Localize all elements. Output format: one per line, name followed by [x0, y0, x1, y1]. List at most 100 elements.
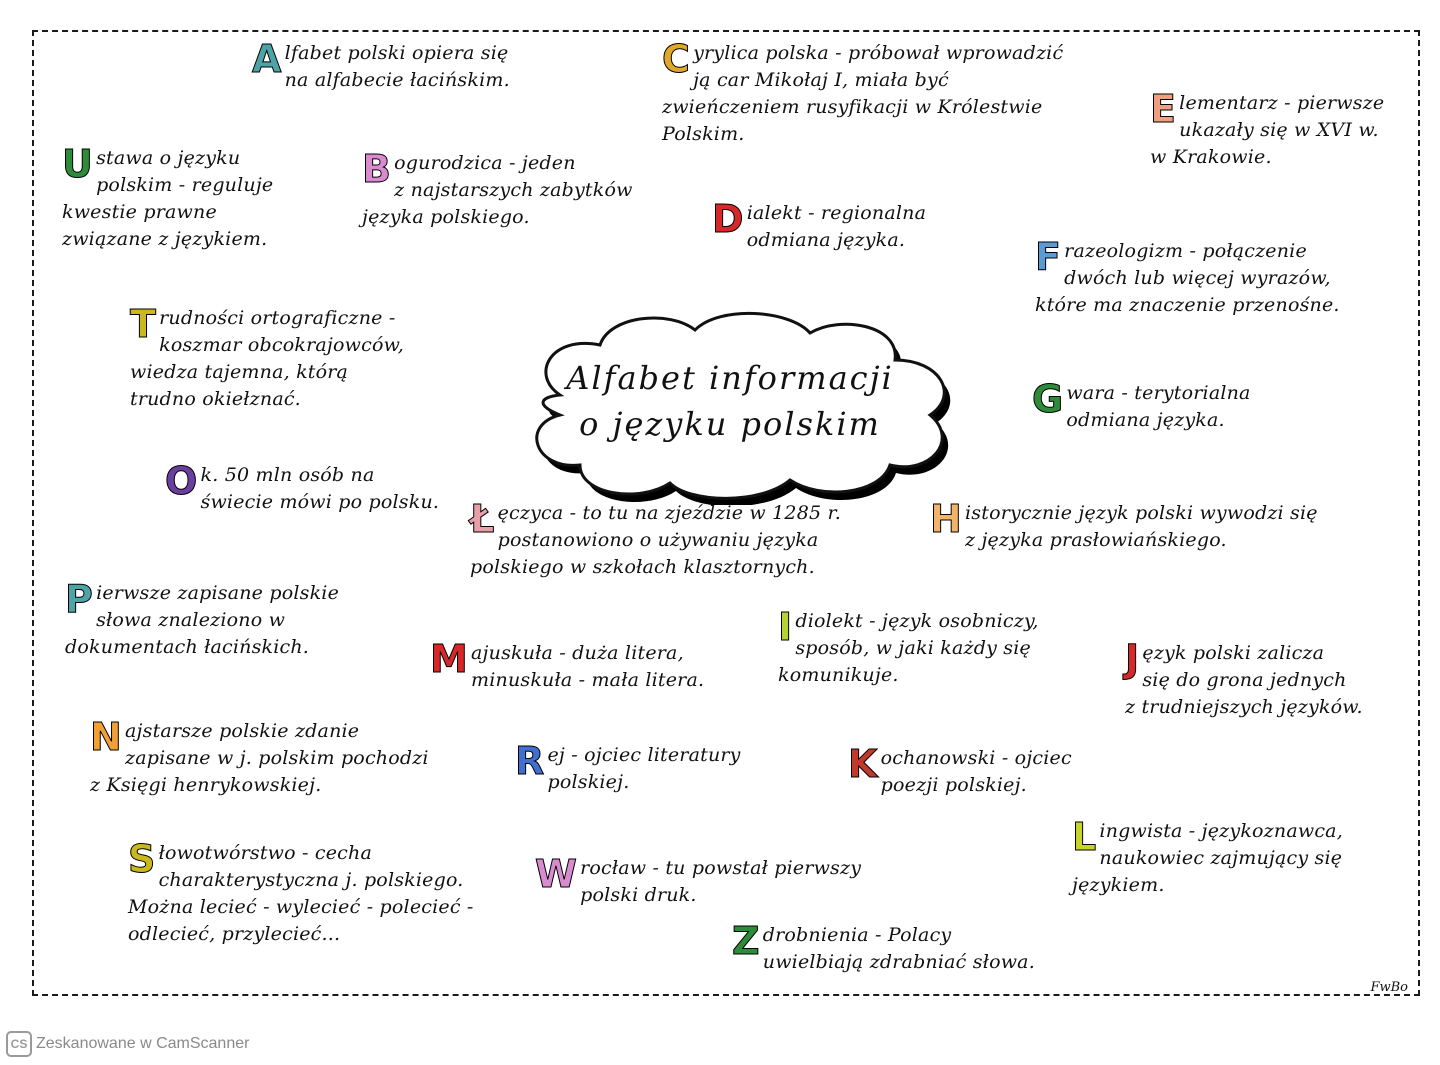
entry-f: F razeologizm - połączenie dwóch lub wię… [1034, 235, 1415, 319]
letter-p: P [64, 577, 94, 621]
entry-m: M ajuskuła - duża litera, minuskuła - ma… [429, 640, 750, 694]
entry-c: C yrylica polska - próbował wprowadzić j… [661, 37, 1142, 148]
entry-p: P ierwsze zapisane polskie słowa znalezi… [64, 577, 395, 661]
entry-c-line-4: Polskim. [662, 123, 745, 145]
entry-l-stroke: Ł ęczyca - to tu na zjeździe w 1285 r. p… [470, 500, 910, 581]
entry-o: O k. 50 mln osób na świecie mówi po pols… [165, 462, 455, 516]
entry-t: T rudności ortograficzne - koszmar obcok… [129, 302, 460, 413]
entry-l-line-3: językiem. [1072, 874, 1165, 896]
entry-z: Z drobnienia - Polacy uwielbiają zdrabni… [732, 922, 1092, 976]
entry-t-line-4: trudno okiełznać. [130, 388, 301, 410]
letter-r: R [514, 739, 545, 783]
letter-k: K [848, 742, 878, 786]
entry-i: I diolekt - język osobniczy, sposób, w j… [777, 605, 1098, 689]
title-line-2: o języku polskim [579, 405, 881, 443]
entry-n-line-1: ajstarsze polskie zdanie [125, 720, 360, 742]
letter-f: F [1034, 235, 1062, 279]
entry-e-line-2: ukazały się w XVI w. [1179, 119, 1379, 141]
entry-p-line-2: słowa znaleziono w [96, 609, 286, 631]
letter-l: L [1071, 815, 1097, 859]
entry-o-line-2: świecie mówi po polsku. [200, 491, 440, 513]
entry-d-line-1: ialekt - regionalna [746, 202, 927, 224]
entry-u-line-2: polskim - reguluje [96, 174, 274, 196]
entry-l-line-2: naukowiec zajmujący się [1099, 847, 1343, 869]
entry-r: R ej - ojciec literatury polskiej. [514, 739, 815, 796]
letter-w: W [534, 852, 578, 896]
entry-k: K ochanowski - ojciec poezji polskiej. [848, 745, 1128, 799]
entry-m-line-1: ajuskuła - duża litera, [471, 642, 684, 664]
entry-e-line-3: w Krakowie. [1150, 146, 1272, 168]
entry-c-line-3: zwieńczeniem rusyfikacji w Królestwie [662, 96, 1043, 118]
entry-i-line-2: sposób, w jaki każdy się [795, 637, 1031, 659]
entry-l-line-1: ingwista - językoznawca, [1099, 820, 1343, 842]
entry-j: J ęzyk polski zalicza się do grona jedny… [1124, 637, 1410, 721]
entry-b-line-3: języka polskiego. [362, 206, 530, 228]
entry-i-line-1: diolekt - język osobniczy, [795, 610, 1039, 632]
letter-h: H [929, 497, 963, 541]
title-line-1: Alfabet informacji [566, 359, 894, 397]
entry-u-line-1: stawa o języku [96, 147, 241, 169]
title-cloud: Alfabet informacji o języku polskim [490, 305, 970, 505]
letter-i: I [777, 605, 793, 649]
letter-b: B [361, 147, 392, 191]
entry-u-line-4: związane z językiem. [62, 228, 268, 250]
letter-g: G [1031, 377, 1064, 421]
entry-l: L ingwista - językoznawca, naukowiec zaj… [1071, 815, 1402, 899]
entry-s-line-4: odlecieć, przylecieć... [128, 923, 341, 945]
entry-t-line-1: rudności ortograficzne - [159, 307, 396, 329]
cloud-shape [535, 312, 951, 505]
entry-g: G wara - terytorialna odmiana języka. [1031, 377, 1362, 434]
entry-n-line-2: zapisane w j. polskim pochodzi [125, 747, 429, 769]
entry-u: U stawa o języku polskim - reguluje kwes… [61, 145, 322, 253]
page-title: Alfabet informacji o języku polskim [530, 355, 930, 447]
entry-z-line-2: uwielbiają zdrabniać słowa. [762, 951, 1035, 973]
letter-t: T [129, 302, 157, 346]
dashed-page-border [32, 30, 1420, 996]
entry-c-line-2: ją car Mikołaj I, miała być [693, 69, 949, 91]
entry-d-line-2: odmiana języka. [746, 229, 906, 251]
entry-r-line-2: polskiej. [547, 771, 630, 793]
letter-a: A [252, 37, 282, 81]
entry-s: S łowotwórstwo - cecha charakterystyczna… [128, 840, 508, 948]
entry-t-line-3: wiedza tajemna, którą [130, 361, 349, 383]
entry-w-line-1: rocław - tu powstał pierwszy [580, 857, 862, 879]
letter-c: C [661, 37, 691, 81]
entry-s-line-1: łowotwórstwo - cecha [158, 842, 372, 864]
entry-b-line-1: ogurodzica - jeden [394, 152, 576, 174]
entry-p-line-3: dokumentach łacińskich. [65, 636, 310, 658]
letter-l-stroke: Ł [470, 497, 495, 541]
entry-f-line-2: dwóch lub więcej wyrazów, [1064, 267, 1331, 289]
entry-s-line-2: charakterystyczna j. polskiego. [158, 869, 464, 891]
entry-a: A lfabet polski opiera się na alfabecie … [252, 40, 612, 94]
entry-t-line-2: koszmar obcokrajowców, [159, 334, 405, 356]
entry-p-line-1: ierwsze zapisane polskie [96, 582, 340, 604]
letter-e: E [1149, 87, 1177, 131]
entry-b: B ogurodzica - jeden z najstarszych zaby… [361, 147, 642, 231]
entry-g-line-1: wara - terytorialna [1066, 382, 1251, 404]
letter-j: J [1124, 637, 1140, 681]
entry-e-line-1: lementarz - pierwsze [1179, 92, 1385, 114]
entry-h-line-2: z języka prasłowiańskiego. [965, 529, 1227, 551]
entry-j-line-1: ęzyk polski zalicza [1142, 642, 1325, 664]
entry-d: D ialekt - regionalna odmiana języka. [712, 200, 1002, 254]
entry-o-line-1: k. 50 mln osób na [200, 464, 375, 486]
entry-h-line-1: istorycznie język polski wywodzi się [965, 502, 1318, 524]
entry-u-line-3: kwestie prawne [62, 201, 217, 223]
entry-j-line-3: z trudniejszych języków. [1125, 696, 1363, 718]
scanner-text: Zeskanowane w CamScanner [36, 1035, 250, 1052]
entry-m-line-2: minuskuła - mała litera. [471, 669, 705, 691]
entry-i-line-3: komunikuje. [778, 664, 899, 686]
letter-s: S [128, 837, 156, 881]
entry-s-line-3: Można lecieć - wylecieć - polecieć - [128, 896, 474, 918]
letter-o: O [165, 459, 198, 503]
entry-z-line-1: drobnienia - Polacy [762, 924, 952, 946]
entry-j-line-2: się do grona jednych [1142, 669, 1347, 691]
letter-z: Z [732, 919, 761, 963]
entry-e: E lementarz - pierwsze ukazały się w XVI… [1149, 87, 1410, 171]
entry-g-line-2: odmiana języka. [1066, 409, 1225, 431]
entry-h: H istorycznie język polski wywodzi się z… [929, 497, 1410, 554]
entry-n: N ajstarsze polskie zdanie zapisane w j.… [89, 718, 450, 799]
entry-k-line-1: ochanowski - ojciec [880, 747, 1072, 769]
entry-b-line-2: z najstarszych zabytków [394, 179, 633, 201]
entry-l-stroke-line-3: polskiego w szkołach klasztornych. [470, 556, 815, 578]
